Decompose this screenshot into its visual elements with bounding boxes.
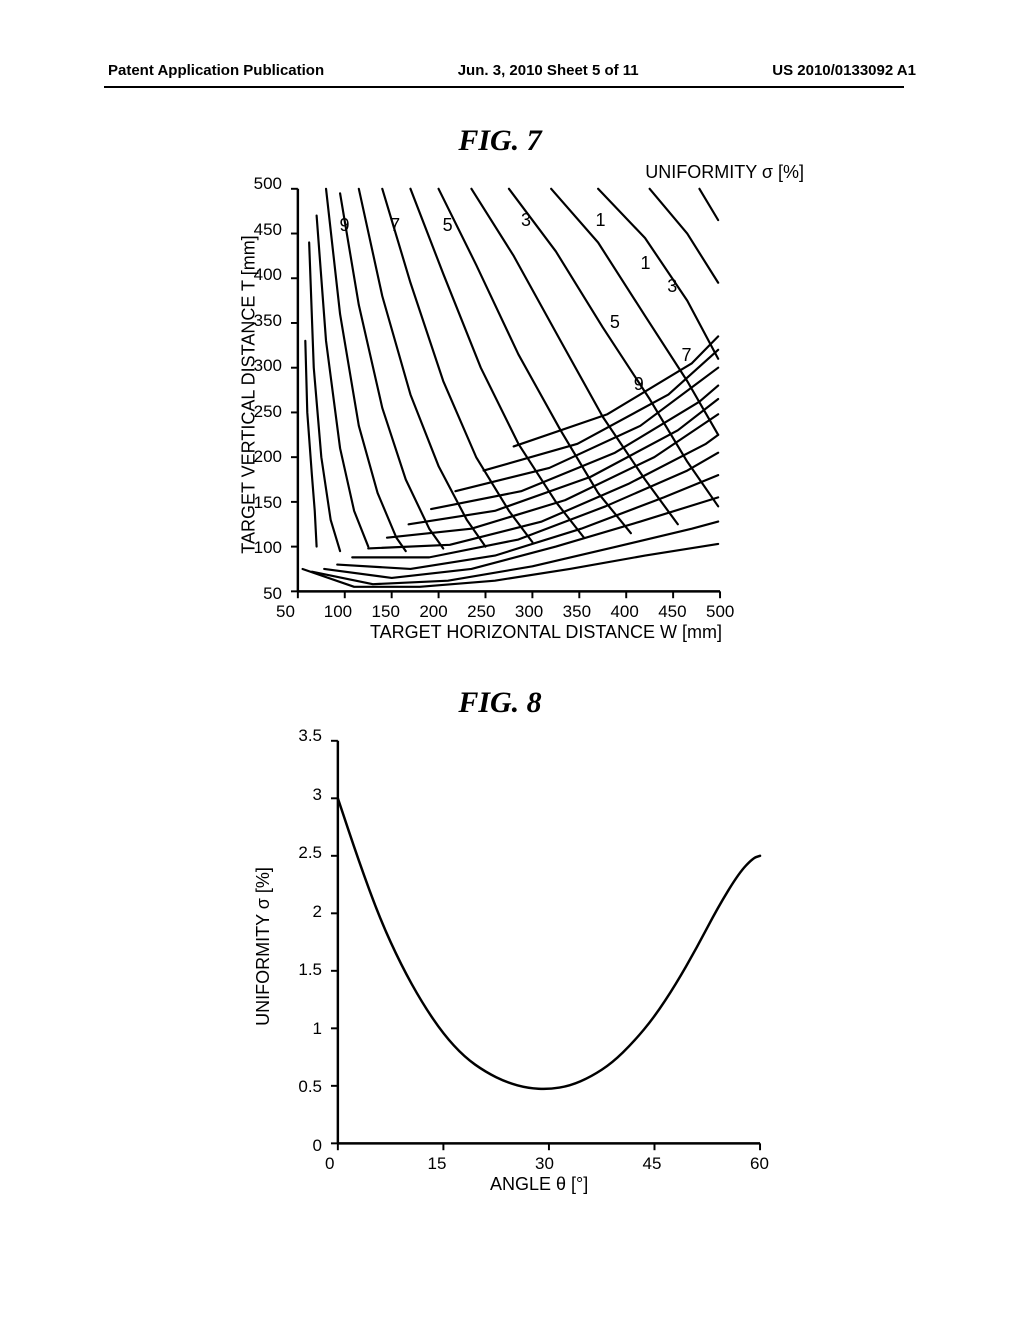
figure-7-x-tick: 250 — [467, 602, 495, 622]
figure-7-contour-label: 5 — [610, 312, 620, 333]
figure-8-y-tick: 3.5 — [290, 726, 322, 746]
figure-7-y-tick: 500 — [246, 174, 282, 194]
header-rule — [104, 86, 904, 88]
figure-7-x-tick: 350 — [563, 602, 591, 622]
figure-7-contour-label: 1 — [596, 210, 606, 231]
figure-7-x-tick: 450 — [658, 602, 686, 622]
figure-7-uniformity-label: UNIFORMITY σ [%] — [645, 162, 804, 183]
figure-7-x-tick: 500 — [706, 602, 734, 622]
figure-7-chart: 5010015020025030035040045050050100150200… — [290, 184, 720, 594]
figure-8-plot — [330, 736, 762, 1156]
figure-7-x-axis-label: TARGET HORIZONTAL DISTANCE W [mm] — [370, 622, 722, 643]
figure-8-x-axis-label: ANGLE θ [°] — [490, 1174, 588, 1195]
figure-7-x-tick: 200 — [419, 602, 447, 622]
figure-7-x-tick: 100 — [324, 602, 352, 622]
figure-7-contour-label: 3 — [667, 276, 677, 297]
figure-7-contour-label: 3 — [521, 210, 531, 231]
figure-7-contour-label: 1 — [640, 253, 650, 274]
header-left: Patent Application Publication — [108, 62, 324, 79]
header-center: Jun. 3, 2010 Sheet 5 of 11 — [458, 62, 639, 79]
figure-7: FIG. 7 UNIFORMITY σ [%] 5010015020025030… — [220, 124, 780, 664]
figure-8-x-tick: 30 — [535, 1154, 554, 1174]
figure-7-y-tick: 50 — [246, 584, 282, 604]
figure-7-plot — [290, 184, 722, 604]
figure-8-x-tick: 60 — [750, 1154, 769, 1174]
figure-7-x-tick: 150 — [372, 602, 400, 622]
figure-8: FIG. 8 01530456000.511.522.533.5 UNIFORM… — [220, 686, 780, 1226]
figure-8-y-tick: 0.5 — [290, 1077, 322, 1097]
figure-7-x-tick: 400 — [610, 602, 638, 622]
figure-7-x-tick: 300 — [515, 602, 543, 622]
figure-8-y-tick: 0 — [290, 1136, 322, 1156]
page-header: Patent Application Publication Jun. 3, 2… — [0, 62, 1024, 79]
figure-8-x-tick: 45 — [643, 1154, 662, 1174]
figure-7-x-tick: 50 — [276, 602, 295, 622]
header-right: US 2010/0133092 A1 — [772, 62, 916, 79]
figure-8-y-tick: 3 — [290, 785, 322, 805]
figure-7-contour-label: 9 — [634, 374, 644, 395]
figure-8-x-tick: 15 — [428, 1154, 447, 1174]
figure-8-y-axis-label: UNIFORMITY σ [%] — [253, 867, 274, 1026]
figure-8-y-tick: 2 — [290, 902, 322, 922]
figure-7-contour-label: 5 — [443, 215, 453, 236]
figure-8-x-tick: 0 — [325, 1154, 334, 1174]
figure-7-contour-label: 9 — [339, 215, 349, 236]
figure-8-y-tick: 1.5 — [290, 960, 322, 980]
figure-7-y-axis-label: TARGET VERTICAL DISTANCE T [mm] — [239, 235, 260, 553]
figure-8-title: FIG. 8 — [220, 686, 780, 720]
figure-7-contour-label: 7 — [682, 345, 692, 366]
figure-8-y-tick: 1 — [290, 1019, 322, 1039]
figure-8-y-tick: 2.5 — [290, 843, 322, 863]
figure-7-title: FIG. 7 — [220, 124, 780, 158]
figure-7-contour-label: 7 — [390, 215, 400, 236]
figure-8-chart: 01530456000.511.522.533.5 — [330, 736, 760, 1146]
